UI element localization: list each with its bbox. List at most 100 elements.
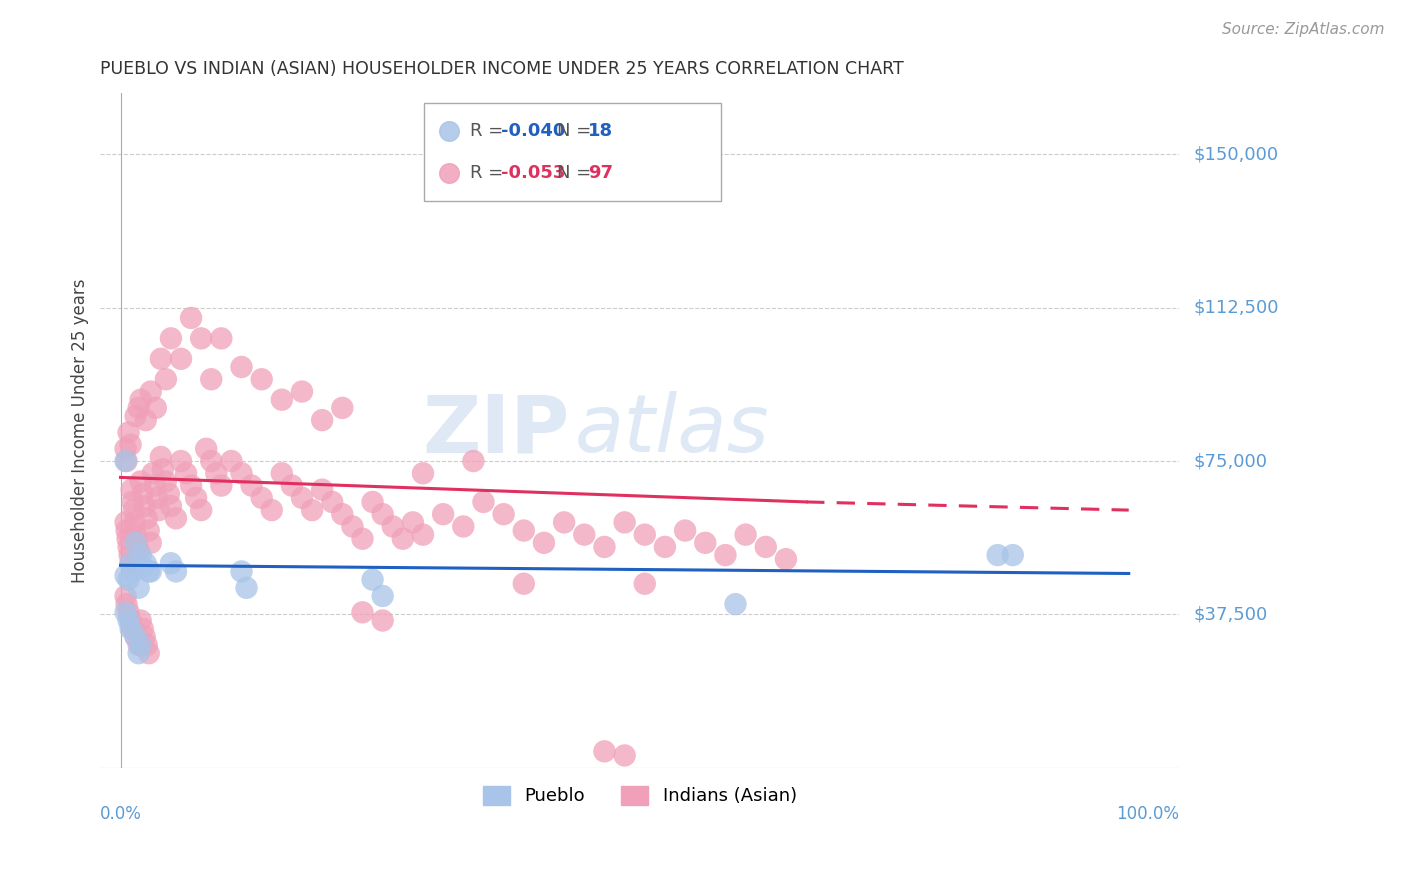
Point xyxy=(634,576,657,591)
Point xyxy=(155,372,177,386)
Point xyxy=(138,565,160,579)
Point xyxy=(115,597,138,611)
Point xyxy=(195,442,218,456)
Point xyxy=(152,462,174,476)
Point xyxy=(361,495,384,509)
Text: N =: N = xyxy=(557,164,596,182)
Point xyxy=(135,556,157,570)
Point xyxy=(654,540,676,554)
Point xyxy=(402,516,425,530)
Point xyxy=(695,536,717,550)
Point xyxy=(184,491,207,505)
Point xyxy=(120,438,142,452)
Point xyxy=(533,536,555,550)
Point xyxy=(121,622,143,636)
Point xyxy=(118,548,141,562)
Point xyxy=(117,532,139,546)
Point xyxy=(352,605,374,619)
Text: $150,000: $150,000 xyxy=(1194,145,1278,163)
Point xyxy=(128,401,150,415)
Text: $112,500: $112,500 xyxy=(1194,299,1278,317)
Point xyxy=(613,748,636,763)
Point xyxy=(148,503,170,517)
Point xyxy=(434,761,457,775)
Point xyxy=(270,392,292,407)
Point xyxy=(135,638,157,652)
Point xyxy=(131,622,153,636)
Point xyxy=(139,565,162,579)
Text: $75,000: $75,000 xyxy=(1194,452,1267,470)
Point xyxy=(412,527,434,541)
Point xyxy=(235,581,257,595)
Point xyxy=(673,524,696,538)
Point xyxy=(412,467,434,481)
Point xyxy=(120,614,142,628)
Point xyxy=(330,507,353,521)
Point xyxy=(361,573,384,587)
Point xyxy=(114,605,136,619)
Point xyxy=(128,638,150,652)
Point xyxy=(321,495,343,509)
Point xyxy=(987,548,1010,562)
Point xyxy=(755,540,778,554)
Point xyxy=(330,401,353,415)
Point xyxy=(714,548,737,562)
Point xyxy=(157,487,180,501)
Point xyxy=(114,516,136,530)
Point xyxy=(117,614,139,628)
Point xyxy=(122,503,145,517)
Point xyxy=(291,491,314,505)
Point xyxy=(724,597,747,611)
Point xyxy=(124,527,146,541)
Text: 18: 18 xyxy=(588,122,613,140)
Point xyxy=(128,544,150,558)
Point xyxy=(342,519,364,533)
Point xyxy=(128,646,150,660)
Point xyxy=(250,491,273,505)
Point xyxy=(114,442,136,456)
Y-axis label: Householder Income Under 25 years: Householder Income Under 25 years xyxy=(72,278,89,582)
Text: ZIP: ZIP xyxy=(422,392,569,469)
Point xyxy=(114,568,136,582)
Point xyxy=(221,454,243,468)
Point xyxy=(613,516,636,530)
Point xyxy=(124,630,146,644)
Point xyxy=(165,565,187,579)
Point xyxy=(371,589,394,603)
Text: R =: R = xyxy=(471,122,509,140)
Point xyxy=(139,384,162,399)
Point xyxy=(138,524,160,538)
Text: 0.0%: 0.0% xyxy=(100,805,142,822)
Point xyxy=(553,516,575,530)
Point xyxy=(125,536,148,550)
Point xyxy=(143,478,166,492)
Point xyxy=(134,630,156,644)
Point xyxy=(117,425,139,440)
Point xyxy=(139,536,162,550)
Point xyxy=(190,503,212,517)
Point xyxy=(381,519,404,533)
Text: atlas: atlas xyxy=(575,392,769,469)
Point xyxy=(129,638,152,652)
Point xyxy=(371,507,394,521)
Point xyxy=(121,565,143,579)
Point xyxy=(124,516,146,530)
Point xyxy=(231,359,253,374)
Point xyxy=(128,581,150,595)
Point xyxy=(281,478,304,492)
Point xyxy=(231,565,253,579)
Text: 97: 97 xyxy=(588,164,613,182)
Point xyxy=(209,331,232,345)
Text: N =: N = xyxy=(557,122,596,140)
Text: Source: ZipAtlas.com: Source: ZipAtlas.com xyxy=(1222,22,1385,37)
Point xyxy=(180,310,202,325)
Point xyxy=(142,467,165,481)
Point xyxy=(145,401,167,415)
Point xyxy=(155,475,177,489)
Point xyxy=(117,573,139,587)
Point xyxy=(453,519,475,533)
Point xyxy=(190,331,212,345)
Point xyxy=(432,507,454,521)
Point xyxy=(124,630,146,644)
Point xyxy=(160,556,183,570)
